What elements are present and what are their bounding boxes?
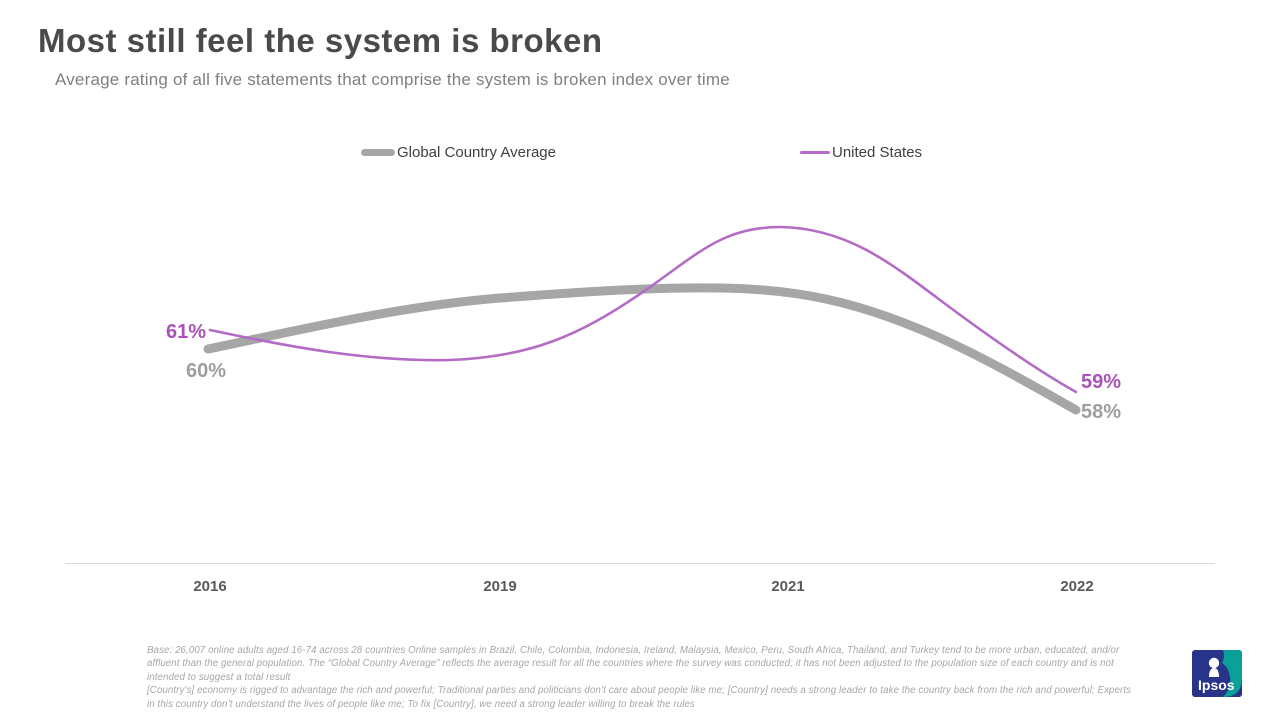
- data-label-us-2016: 61%: [165, 321, 206, 343]
- united-states-line: [208, 225, 1078, 394]
- data-label-global-2022: 58%: [1081, 401, 1122, 423]
- legend-item-united-states: United States: [800, 142, 922, 162]
- x-axis-tick-2022: 2022: [1060, 578, 1094, 595]
- x-axis-tick-2016: 2016: [193, 578, 227, 595]
- legend-item-global-average: Global Country Average: [361, 142, 556, 162]
- page-subtitle: Average rating of all five statements th…: [55, 70, 730, 89]
- footnote-statements-text: [Country’s] economy is rigged to advanta…: [147, 685, 1132, 710]
- legend-label: United States: [832, 143, 923, 161]
- global-average-line: [203, 283, 1081, 415]
- x-axis-tick-2021: 2021: [771, 578, 805, 595]
- data-label-global-2016: 60%: [186, 360, 227, 382]
- footnote: Base: 26,007 online adults aged 16-74 ac…: [147, 644, 1137, 711]
- x-axis-line: [65, 563, 1215, 564]
- data-label-us-2022: 59%: [1081, 371, 1122, 393]
- footnote-base-text: Base: 26,007 online adults aged 16-74 ac…: [147, 645, 1120, 683]
- ipsos-logo-shoulders-icon: [1209, 668, 1219, 677]
- page-title: Most still feel the system is broken: [38, 22, 603, 59]
- ipsos-logo-head-icon: [1208, 657, 1220, 669]
- legend-label: Global Country Average: [397, 143, 556, 161]
- ipsos-logo-teal-shape: [1222, 650, 1242, 697]
- ipsos-logo: Ipsos: [1192, 650, 1242, 697]
- x-axis-tick-2019: 2019: [483, 578, 517, 595]
- united-states-line-swatch: [800, 150, 830, 154]
- ipsos-logo-text: Ipsos: [1198, 677, 1235, 693]
- global-average-line-swatch: [361, 148, 395, 156]
